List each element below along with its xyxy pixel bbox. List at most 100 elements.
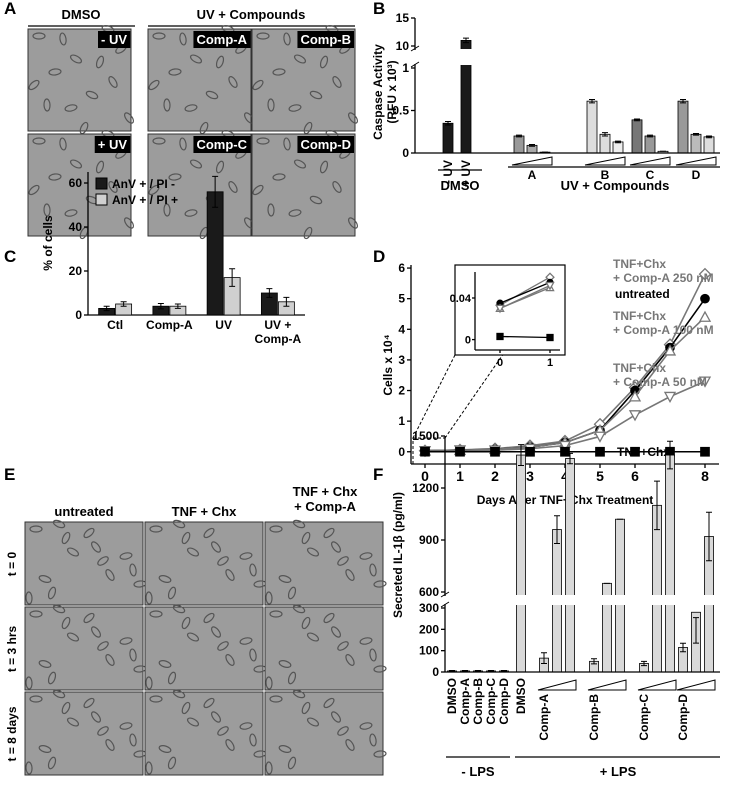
x-tick-label: Comp-C xyxy=(637,694,651,741)
cell xyxy=(47,756,57,770)
y-tick-label: 0 xyxy=(402,146,409,160)
cell xyxy=(43,203,51,217)
bar xyxy=(513,135,525,154)
dose-wedge xyxy=(587,679,627,691)
bar xyxy=(703,136,715,154)
cell xyxy=(293,159,307,169)
marker xyxy=(630,446,640,457)
error-bar xyxy=(706,135,712,139)
error-bar xyxy=(693,132,699,136)
cell xyxy=(373,665,387,673)
error-bar xyxy=(103,305,110,312)
cell xyxy=(306,717,320,727)
cell xyxy=(217,556,229,566)
cell xyxy=(287,586,297,600)
cell xyxy=(319,55,329,69)
cell xyxy=(252,79,264,91)
group-label: DMSO xyxy=(441,178,480,193)
cell xyxy=(149,695,163,703)
micrograph-label: + UV xyxy=(98,137,128,152)
x-tick-label: Comp-B xyxy=(471,678,485,725)
cell xyxy=(66,632,80,642)
error-bar xyxy=(647,134,653,138)
cell xyxy=(211,626,221,638)
y-tick-label: 0 xyxy=(75,308,82,322)
cell xyxy=(64,104,78,112)
cell xyxy=(95,160,105,174)
marker xyxy=(545,281,555,291)
marker xyxy=(628,390,642,402)
cell xyxy=(287,671,297,685)
cell xyxy=(83,527,95,539)
cell xyxy=(359,637,373,645)
cell xyxy=(272,68,286,76)
cell xyxy=(64,209,78,217)
cell xyxy=(337,726,349,736)
x-tick-label: Comp-D xyxy=(497,678,511,725)
error-bar xyxy=(567,452,573,465)
cell xyxy=(269,525,283,533)
cell xyxy=(29,610,43,618)
cell xyxy=(119,722,133,730)
cell xyxy=(217,726,229,736)
error-bar xyxy=(445,121,451,126)
cell xyxy=(331,711,341,723)
series-label: TNF+Chx xyxy=(617,445,670,459)
marker xyxy=(560,446,570,457)
micrograph-label: - UV xyxy=(101,32,127,47)
panel-letter: D xyxy=(373,247,385,266)
marker xyxy=(700,446,710,457)
y-tick-label: 200 xyxy=(419,622,439,636)
cell xyxy=(168,68,182,76)
marker xyxy=(593,431,607,443)
y-tick-label: 0 xyxy=(398,445,405,459)
legend-label: AnV + / PI - xyxy=(112,177,175,191)
cell xyxy=(301,701,311,715)
cell xyxy=(288,104,302,112)
marker xyxy=(546,333,554,342)
panel-letter: B xyxy=(373,0,385,18)
cell xyxy=(52,519,66,529)
bar xyxy=(442,122,454,154)
cell xyxy=(124,112,134,124)
error-bar xyxy=(120,301,127,307)
error-bar xyxy=(541,652,547,664)
column-label: TNF + Chx xyxy=(172,504,237,519)
bar xyxy=(516,454,526,673)
micrograph-label: Comp-B xyxy=(300,32,351,47)
cell xyxy=(306,632,320,642)
dose-wedge xyxy=(637,679,677,691)
cell xyxy=(97,641,109,651)
cell xyxy=(91,626,101,638)
row-label: t = 8 days xyxy=(5,706,19,761)
error-bar xyxy=(449,670,455,672)
x-axis-label: Days After TNF+Chx Treatment xyxy=(477,493,654,507)
cell xyxy=(172,519,186,529)
cell xyxy=(66,547,80,557)
break-mark xyxy=(410,45,420,68)
bar xyxy=(652,504,662,673)
cell xyxy=(267,203,275,217)
panel-letter: A xyxy=(4,0,16,18)
marker xyxy=(495,304,505,314)
inset-series-line xyxy=(499,281,551,304)
cell xyxy=(249,733,257,747)
x-tick-label: 3 xyxy=(526,468,534,484)
group-label: UV + Compounds xyxy=(561,178,670,193)
cell xyxy=(252,184,264,196)
inset-series-line xyxy=(499,335,551,339)
bar xyxy=(565,458,575,673)
y-tick-label: 600 xyxy=(419,585,439,599)
error-bar xyxy=(174,303,181,309)
cell xyxy=(83,612,95,624)
cell xyxy=(359,722,373,730)
cell xyxy=(332,181,342,193)
x-tick-label: DMSO xyxy=(514,678,528,714)
inset-x-tick-label: 1 xyxy=(547,357,553,369)
panel-letter: C xyxy=(4,247,16,266)
marker xyxy=(698,267,712,281)
cell xyxy=(239,722,253,730)
error-bar xyxy=(501,670,507,672)
x-tick-label: Comp-A xyxy=(146,318,193,332)
cell xyxy=(43,98,51,112)
